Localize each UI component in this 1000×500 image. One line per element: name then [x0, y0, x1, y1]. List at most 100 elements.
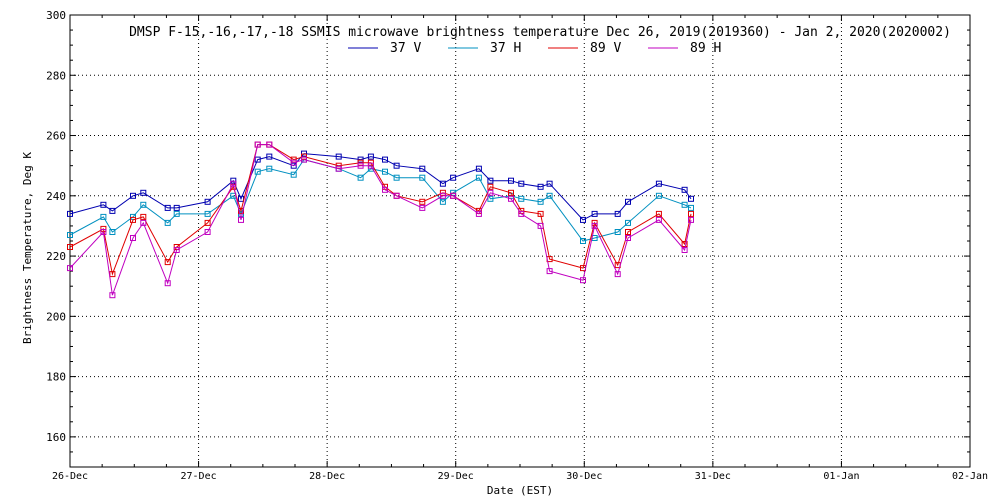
chart-title: DMSP F-15,-16,-17,-18 SSMIS microwave br…: [129, 25, 951, 40]
x-tick-label: 26-Dec: [52, 471, 88, 482]
data-point: [625, 219, 631, 226]
data-point: [173, 247, 180, 253]
data-point: [109, 271, 116, 278]
data-point: [475, 165, 482, 172]
data-point: [475, 210, 482, 217]
data-point: [614, 210, 621, 217]
data-point: [419, 198, 426, 205]
y-tick-label: 240: [46, 190, 66, 203]
data-point: [655, 210, 662, 217]
series-89-h: [67, 141, 694, 299]
data-point: [614, 271, 621, 278]
data-point: [382, 186, 388, 193]
y-tick-label: 200: [46, 310, 66, 323]
data-point: [109, 229, 116, 235]
series-37-v: [67, 150, 694, 223]
data-point: [109, 207, 116, 214]
data-point: [130, 216, 136, 223]
x-tick-label: 29-Dec: [438, 471, 474, 482]
data-point: [508, 177, 514, 184]
data-point: [130, 192, 136, 199]
data-point: [266, 153, 273, 160]
data-point: [681, 201, 688, 208]
data-point: [173, 210, 180, 217]
data-point: [357, 156, 364, 163]
data-point: [537, 222, 544, 229]
data-point: [357, 162, 364, 169]
data-point: [266, 165, 273, 172]
data-point: [487, 189, 494, 196]
data-point: [130, 235, 136, 241]
grid: [70, 15, 970, 467]
x-tick-label: 01-Jan: [823, 471, 859, 482]
data-point: [537, 198, 544, 205]
y-tick-label: 280: [46, 69, 66, 82]
data-point: [537, 183, 544, 190]
data-point: [67, 210, 73, 217]
data-point: [238, 195, 244, 202]
data-point: [487, 195, 494, 202]
data-point: [204, 198, 211, 205]
data-point: [688, 195, 694, 202]
data-point: [164, 259, 171, 266]
data-point: [140, 219, 147, 226]
data-point: [655, 180, 662, 187]
legend: 37 V 37 H 89 V 89 H: [348, 41, 721, 56]
data-point: [382, 156, 388, 163]
data-point: [335, 153, 342, 160]
data-point: [419, 165, 426, 172]
data-point: [100, 201, 107, 208]
data-point: [508, 189, 514, 196]
y-tick-label: 260: [46, 130, 66, 143]
data-point: [266, 141, 273, 148]
data-point: [367, 153, 374, 160]
data-point: [546, 180, 553, 187]
series-group: [67, 141, 694, 299]
data-point: [301, 156, 307, 163]
y-tick-label: 220: [46, 250, 66, 263]
data-point: [580, 277, 586, 284]
data-point: [204, 219, 211, 226]
x-axis-label: Date (EST): [487, 484, 553, 497]
legend-label: 89 V: [590, 41, 621, 56]
data-point: [655, 216, 662, 223]
data-point: [164, 280, 171, 287]
y-tick-label: 300: [46, 9, 66, 22]
legend-label: 37 H: [490, 41, 521, 56]
data-point: [204, 210, 211, 217]
data-point: [290, 159, 297, 166]
data-point: [140, 189, 147, 196]
data-point: [518, 195, 525, 202]
data-point: [537, 210, 544, 217]
data-point: [254, 168, 261, 175]
data-point: [109, 292, 116, 299]
data-point: [393, 174, 400, 181]
y-tick-label: 180: [46, 371, 66, 384]
legend-label: 89 H: [690, 41, 721, 56]
x-tick-label: 28-Dec: [309, 471, 345, 482]
data-point: [518, 210, 525, 217]
data-point: [357, 174, 364, 181]
data-point: [419, 204, 426, 211]
data-point: [439, 192, 446, 199]
data-point: [450, 174, 457, 181]
data-point: [688, 210, 694, 217]
x-tick-label: 02-Jan: [952, 471, 988, 482]
data-point: [67, 232, 73, 238]
x-tick-label: 30-Dec: [566, 471, 602, 482]
data-point: [688, 204, 694, 211]
axes: 26-Dec 27-Dec 28-Dec 29-Dec 30-Dec 31-Dec 01-J…: [46, 9, 988, 482]
data-point: [439, 198, 446, 205]
data-point: [238, 216, 244, 223]
data-point: [100, 213, 107, 220]
data-point: [580, 216, 586, 223]
data-point: [140, 201, 147, 208]
data-point: [591, 210, 598, 217]
data-point: [164, 204, 171, 211]
legend-label: 37 V: [390, 41, 421, 56]
data-point: [254, 141, 261, 148]
data-point: [100, 229, 107, 235]
data-point: [614, 229, 621, 235]
data-point: [419, 174, 426, 181]
